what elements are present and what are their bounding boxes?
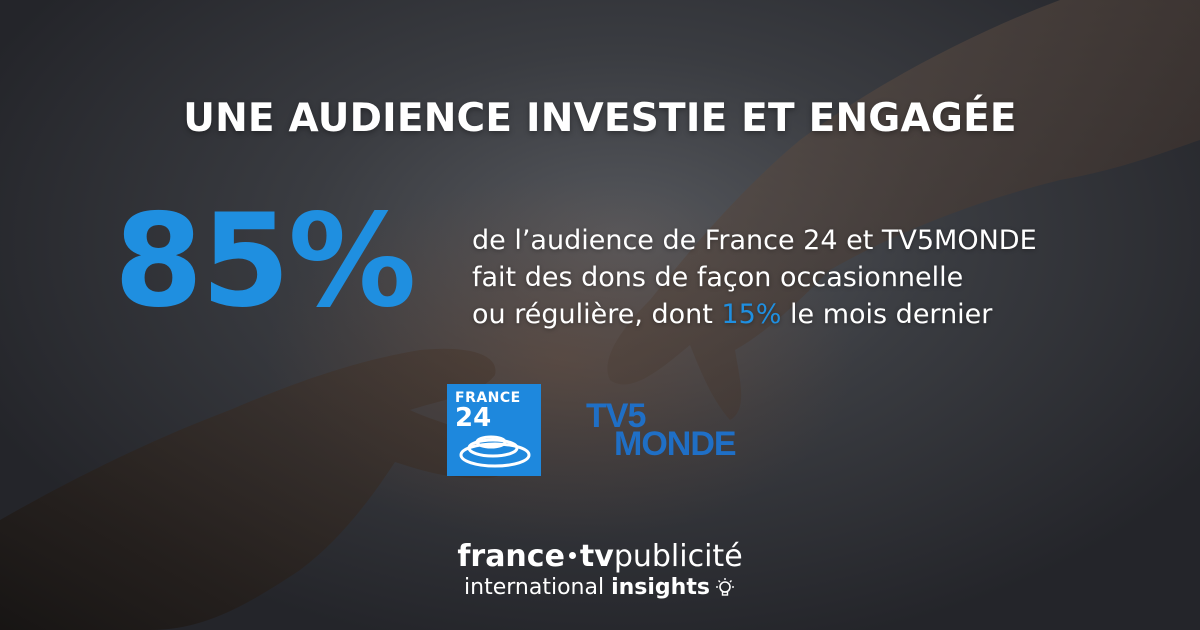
france24-rings-icon — [459, 435, 531, 468]
stat-line-2: fait des dons de façon occasionnelle — [472, 262, 964, 293]
lightbulb-icon — [715, 578, 734, 596]
tv5monde-logo: TV5 MONDE — [586, 397, 737, 463]
stat-line-3: ou régulière, dont 15% le mois dernier — [472, 296, 1152, 333]
stat-line-1: de l’audience de France 24 et TV5MONDE — [472, 225, 1037, 256]
upper-hand-shape — [607, 0, 1200, 420]
brand-tagline: international insights — [0, 574, 1200, 602]
lower-hand-shape — [0, 348, 513, 630]
france24-logo-word: FRANCE — [455, 390, 521, 406]
stat-highlight: 15% — [721, 299, 782, 330]
brand-part-france: france — [457, 539, 565, 574]
brand-part-tv: tv — [579, 539, 614, 574]
brand-tagline-regular: international — [464, 575, 612, 600]
big-stat-value: 85% — [114, 187, 416, 336]
france24-logo: FRANCE 24 — [447, 384, 541, 476]
stat-line-3-end: le mois dernier — [781, 299, 993, 330]
brand-part-publicite: publicité — [613, 539, 743, 574]
stat-description: de l’audience de France 24 et TV5MONDE f… — [472, 222, 1152, 333]
brand-wordmark: france tvpublicité — [0, 540, 1200, 574]
tv5monde-logo-bottom: MONDE — [614, 425, 737, 463]
tv5monde-logo-top: TV5 — [586, 397, 646, 435]
france24-logo-number: 24 — [455, 403, 492, 433]
stat-line-3-start: ou régulière, dont — [472, 299, 722, 330]
brand-dot-icon — [568, 552, 576, 559]
francetv-publicite-brand: france tvpublicité international insights — [0, 540, 1200, 602]
headline: UNE AUDIENCE INVESTIE ET ENGAGÉE — [183, 96, 1017, 141]
brand-tagline-bold: insights — [611, 575, 710, 600]
